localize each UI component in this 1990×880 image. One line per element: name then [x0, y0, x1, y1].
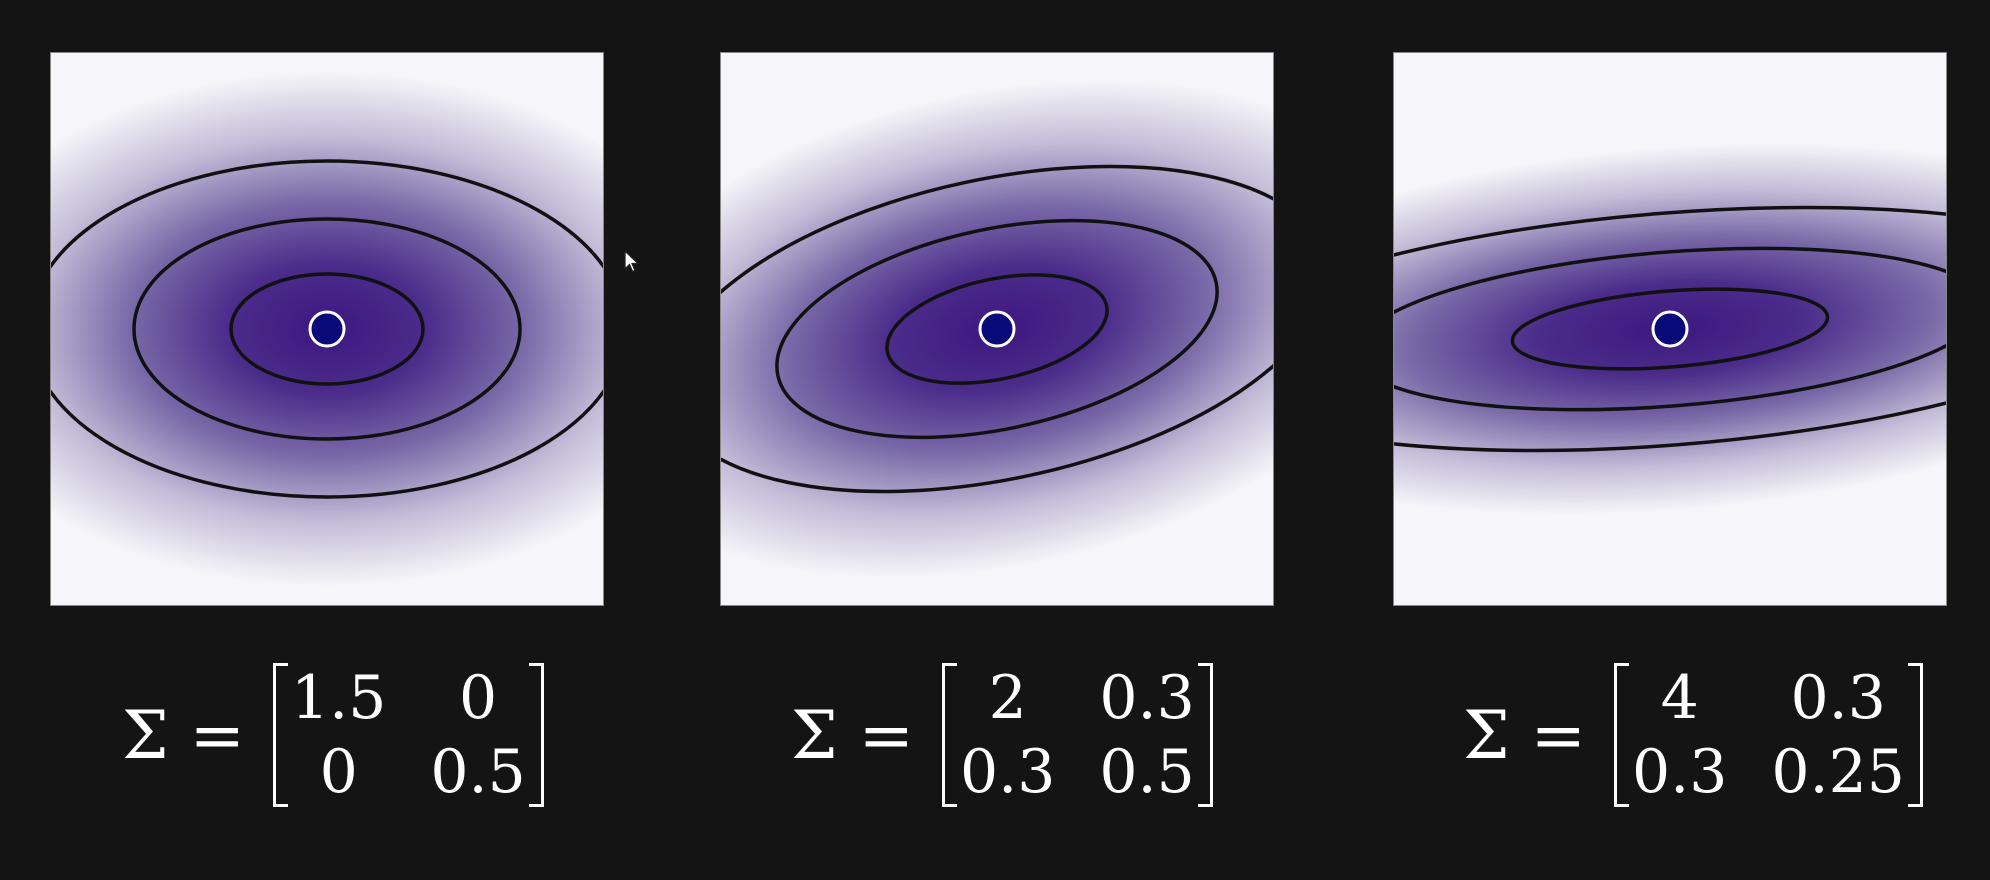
matrix-cell-2-21: 0.3 — [959, 737, 1056, 807]
mean-marker-3 — [1651, 310, 1689, 348]
contour-inner-1 — [229, 272, 425, 386]
matrix-cell-1-12: 0 — [458, 663, 498, 733]
density-svg-2 — [721, 53, 1273, 605]
density-svg-1 — [51, 53, 603, 605]
matrix-left-bracket-3 — [1613, 663, 1629, 807]
matrix-left-bracket-2 — [941, 663, 957, 807]
mean-marker-2 — [978, 310, 1016, 348]
covariance-formula-3: Σ = 4 0.3 0.3 0.25 — [1463, 650, 1923, 820]
contour-lines-3 — [1394, 205, 1946, 453]
matrix-cell-2-12: 0.3 — [1099, 663, 1195, 733]
covariance-formula-2: Σ = 2 0.3 0.3 0.5 — [791, 650, 1213, 820]
matrix-cell-3-11: 4 — [1660, 663, 1699, 733]
contour-lines-2 — [721, 164, 1273, 494]
matrix-cell-1-21: 0 — [319, 737, 358, 807]
matrix-cell-3-12: 0.3 — [1790, 663, 1886, 733]
gaussian-density-plot-1 — [50, 52, 604, 606]
covariance-matrix-1: 1.5 0 0 0.5 — [272, 661, 544, 809]
contour-lines-1 — [51, 159, 603, 499]
mean-marker-1 — [308, 310, 346, 348]
matrix-right-bracket-1 — [528, 663, 544, 807]
matrix-cell-3-22: 0.25 — [1771, 737, 1905, 807]
contour-outer-3 — [1394, 205, 1946, 453]
matrix-right-bracket-3 — [1907, 663, 1923, 807]
contour-middle-3 — [1394, 246, 1946, 412]
sigma-equals-label-2: Σ = — [791, 696, 914, 774]
matrix-cell-2-11: 2 — [988, 663, 1027, 733]
arrow-pointer-icon — [624, 250, 640, 278]
matrix-left-bracket-1 — [272, 663, 288, 807]
matrix-cell-2-22: 0.5 — [1099, 737, 1195, 807]
sigma-equals-label-1: Σ = — [122, 696, 245, 774]
contour-middle-2 — [775, 218, 1219, 440]
covariance-formula-1: Σ = 1.5 0 0 0.5 — [122, 650, 544, 820]
matrix-cell-3-21: 0.3 — [1631, 737, 1728, 807]
sigma-equals-label-3: Σ = — [1463, 696, 1586, 774]
matrix-cell-1-22: 0.5 — [430, 737, 526, 807]
contour-middle-1 — [132, 217, 522, 441]
matrix-cell-1-11: 1.5 — [290, 663, 387, 733]
contour-inner-2 — [885, 273, 1109, 385]
covariance-matrix-3: 4 0.3 0.3 0.25 — [1613, 661, 1923, 809]
density-svg-3 — [1394, 53, 1946, 605]
contour-outer-1 — [51, 159, 603, 499]
contour-inner-3 — [1510, 287, 1830, 371]
contour-outer-2 — [721, 164, 1273, 494]
matrix-right-bracket-2 — [1197, 663, 1213, 807]
covariance-matrix-2: 2 0.3 0.3 0.5 — [941, 661, 1213, 809]
gaussian-density-plot-3 — [1393, 52, 1947, 606]
gaussian-density-plot-2 — [720, 52, 1274, 606]
